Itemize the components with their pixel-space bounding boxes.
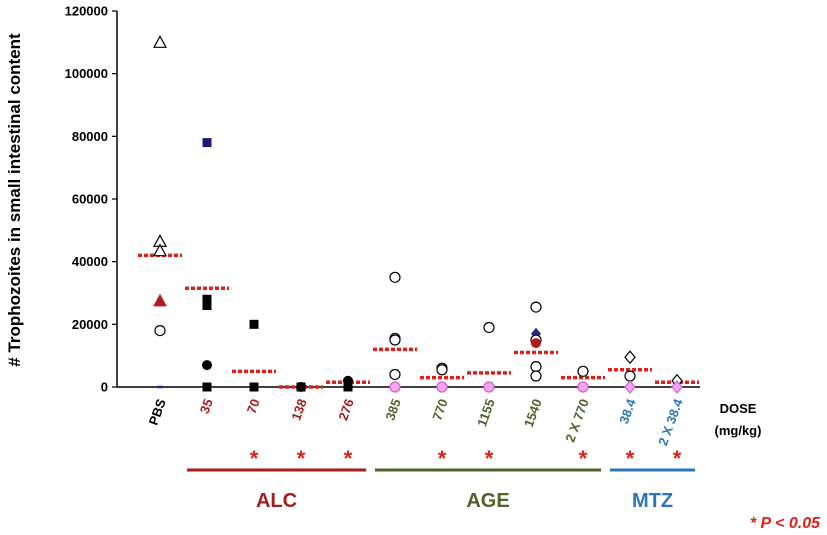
- y-tick-label: 40000: [72, 254, 108, 269]
- category-labels: PBS 35 70 138 276 385 770 1155 1540 2 X 770 38.4 2 …: [146, 396, 686, 447]
- data-points: [152, 35, 683, 394]
- data-point: [671, 380, 683, 394]
- category-label: PBS: [146, 397, 169, 428]
- data-point: [343, 382, 353, 392]
- data-point: [530, 301, 542, 313]
- dose-unit-label: (mg/kg): [715, 423, 762, 438]
- data-point: [389, 334, 401, 346]
- data-point: [389, 381, 401, 393]
- data-point: [577, 381, 589, 393]
- data-point: [153, 293, 167, 307]
- group-label: AGE: [466, 490, 509, 512]
- category-label: 276: [335, 397, 357, 423]
- data-point: [530, 361, 542, 373]
- data-point: [436, 364, 448, 376]
- y-tick-label: 80000: [72, 129, 108, 144]
- data-point: [202, 138, 212, 148]
- data-point: [296, 382, 306, 392]
- category-label: 1540: [521, 397, 545, 429]
- data-point: [624, 380, 636, 394]
- data-point: [483, 321, 495, 334]
- y-axis-label: # Trophozoites in small intestinal conte…: [5, 33, 24, 367]
- y-tick-label: 100000: [65, 66, 108, 81]
- category-label: 138: [288, 397, 310, 423]
- data-point: [436, 381, 448, 393]
- dose-label: DOSE: [720, 401, 757, 416]
- category-label: 70: [244, 397, 263, 416]
- significance-star: *: [579, 446, 588, 471]
- data-point: [531, 338, 541, 349]
- data-point: [154, 325, 166, 337]
- y-tick-label: 120000: [65, 4, 108, 19]
- category-label: 770: [429, 397, 451, 423]
- data-point: [530, 370, 542, 382]
- category-label: 38.4: [616, 396, 639, 426]
- data-point: [202, 382, 212, 392]
- data-point: [152, 35, 168, 48]
- significance-note: * P < 0.05: [750, 515, 821, 532]
- data-point: [152, 243, 168, 257]
- significance-star: *: [344, 446, 353, 471]
- data-point: [624, 350, 636, 365]
- significance-star: *: [485, 446, 494, 471]
- data-point: [202, 294, 212, 304]
- data-point: [624, 370, 636, 382]
- mean-lines: [138, 253, 699, 389]
- significance-star: *: [297, 446, 306, 471]
- data-point: [249, 319, 259, 329]
- category-label: 1155: [474, 397, 498, 429]
- group-brackets: ALC AGE MTZ: [187, 468, 695, 512]
- category-label: 2 X 38.4: [655, 396, 686, 447]
- data-point: [389, 368, 401, 381]
- data-point: [577, 365, 589, 377]
- data-point: [202, 301, 212, 311]
- axes: [116, 11, 700, 388]
- y-ticks: 0 20000 40000 60000 80000 100000 120000: [65, 4, 117, 395]
- data-point: [249, 382, 259, 392]
- data-point: [483, 381, 495, 393]
- y-tick-label: 20000: [72, 317, 108, 332]
- category-label: 2 X 770: [562, 397, 591, 444]
- y-tick-label: 60000: [72, 192, 108, 207]
- significance-star: *: [626, 446, 635, 471]
- significance-star: *: [673, 446, 682, 471]
- group-label: ALC: [256, 490, 297, 512]
- significance-star: *: [438, 446, 447, 471]
- category-label: 385: [382, 397, 404, 423]
- data-point: [202, 360, 212, 371]
- group-label: MTZ: [632, 490, 673, 512]
- significance-star: *: [250, 446, 259, 471]
- category-label: 35: [197, 397, 216, 416]
- data-point: [389, 271, 401, 283]
- y-tick-label: 0: [101, 380, 108, 395]
- significance-markers: * * * * * * * *: [250, 446, 682, 471]
